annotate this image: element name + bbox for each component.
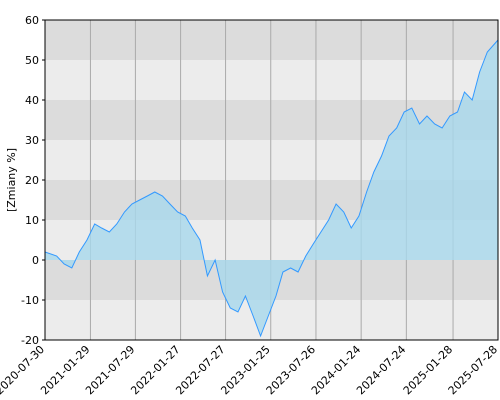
y-tick-label: 0 — [32, 254, 39, 267]
y-tick-label: 30 — [25, 134, 39, 147]
background-band — [45, 20, 498, 60]
background-band — [45, 60, 498, 100]
y-axis-label: [Zmiany %] — [5, 148, 18, 212]
y-tick-label: 20 — [25, 174, 39, 187]
area — [45, 40, 498, 336]
y-tick-label: 10 — [25, 214, 39, 227]
y-tick-label: -20 — [21, 334, 39, 347]
y-tick-label: -10 — [21, 294, 39, 307]
y-tick-label: 40 — [25, 94, 39, 107]
y-tick-label: 60 — [25, 14, 39, 27]
y-tick-label: 50 — [25, 54, 39, 67]
plot-frame — [44, 19, 499, 341]
line — [44, 39, 499, 338]
